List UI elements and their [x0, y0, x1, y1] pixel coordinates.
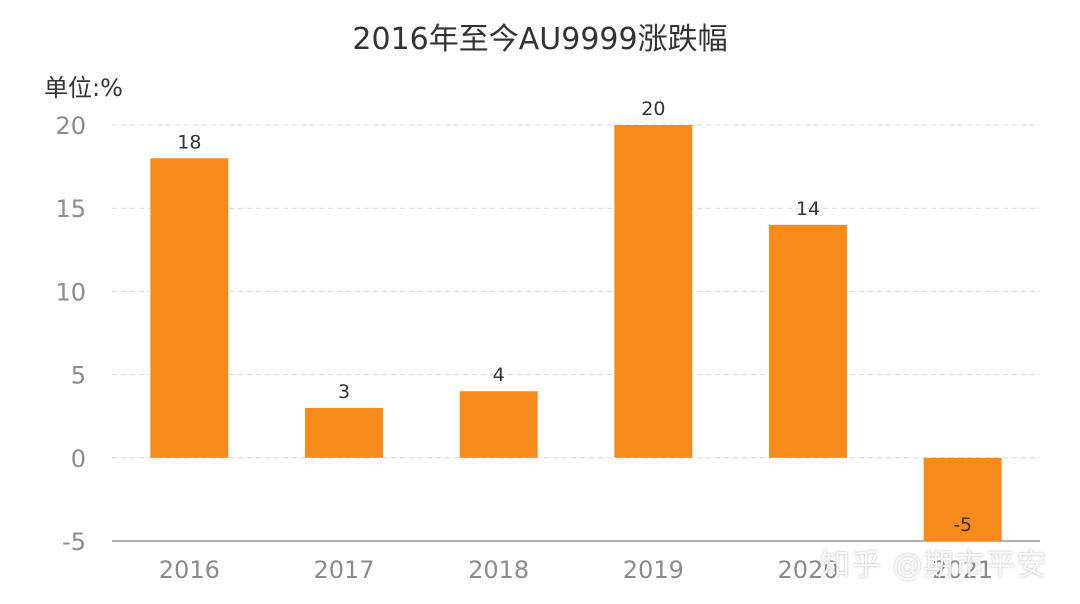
y-tick-label: 5	[71, 362, 86, 390]
y-tick-label: 20	[55, 112, 86, 140]
y-tick-label: 15	[55, 195, 86, 223]
y-tick-label: 10	[55, 278, 86, 306]
data-label: 4	[493, 364, 505, 386]
bar	[150, 158, 229, 458]
x-tick-label: 2018	[468, 556, 529, 584]
bar	[923, 457, 1002, 541]
x-tick-label: 2019	[623, 556, 684, 584]
x-tick-label: 2021	[932, 556, 993, 584]
bar	[305, 407, 383, 458]
bar	[769, 224, 847, 458]
y-tick-label: 0	[71, 445, 86, 473]
x-tick-label: 2016	[159, 556, 220, 584]
y-tick-label: -5	[62, 528, 86, 556]
x-tick-label: 2020	[777, 556, 838, 584]
x-tick-label: 2017	[313, 556, 374, 584]
y-axis-unit-label: 单位:%	[44, 74, 123, 102]
bar	[614, 125, 693, 458]
chart-title: 2016年至今AU9999涨跌幅	[352, 22, 728, 57]
data-label: 14	[796, 198, 820, 220]
data-label: -5	[953, 514, 972, 536]
watermark: 知乎 @期市平安	[820, 548, 1048, 583]
data-label: 3	[338, 381, 350, 403]
bar	[459, 391, 538, 458]
data-label: 18	[177, 131, 201, 153]
data-label: 20	[641, 98, 665, 120]
